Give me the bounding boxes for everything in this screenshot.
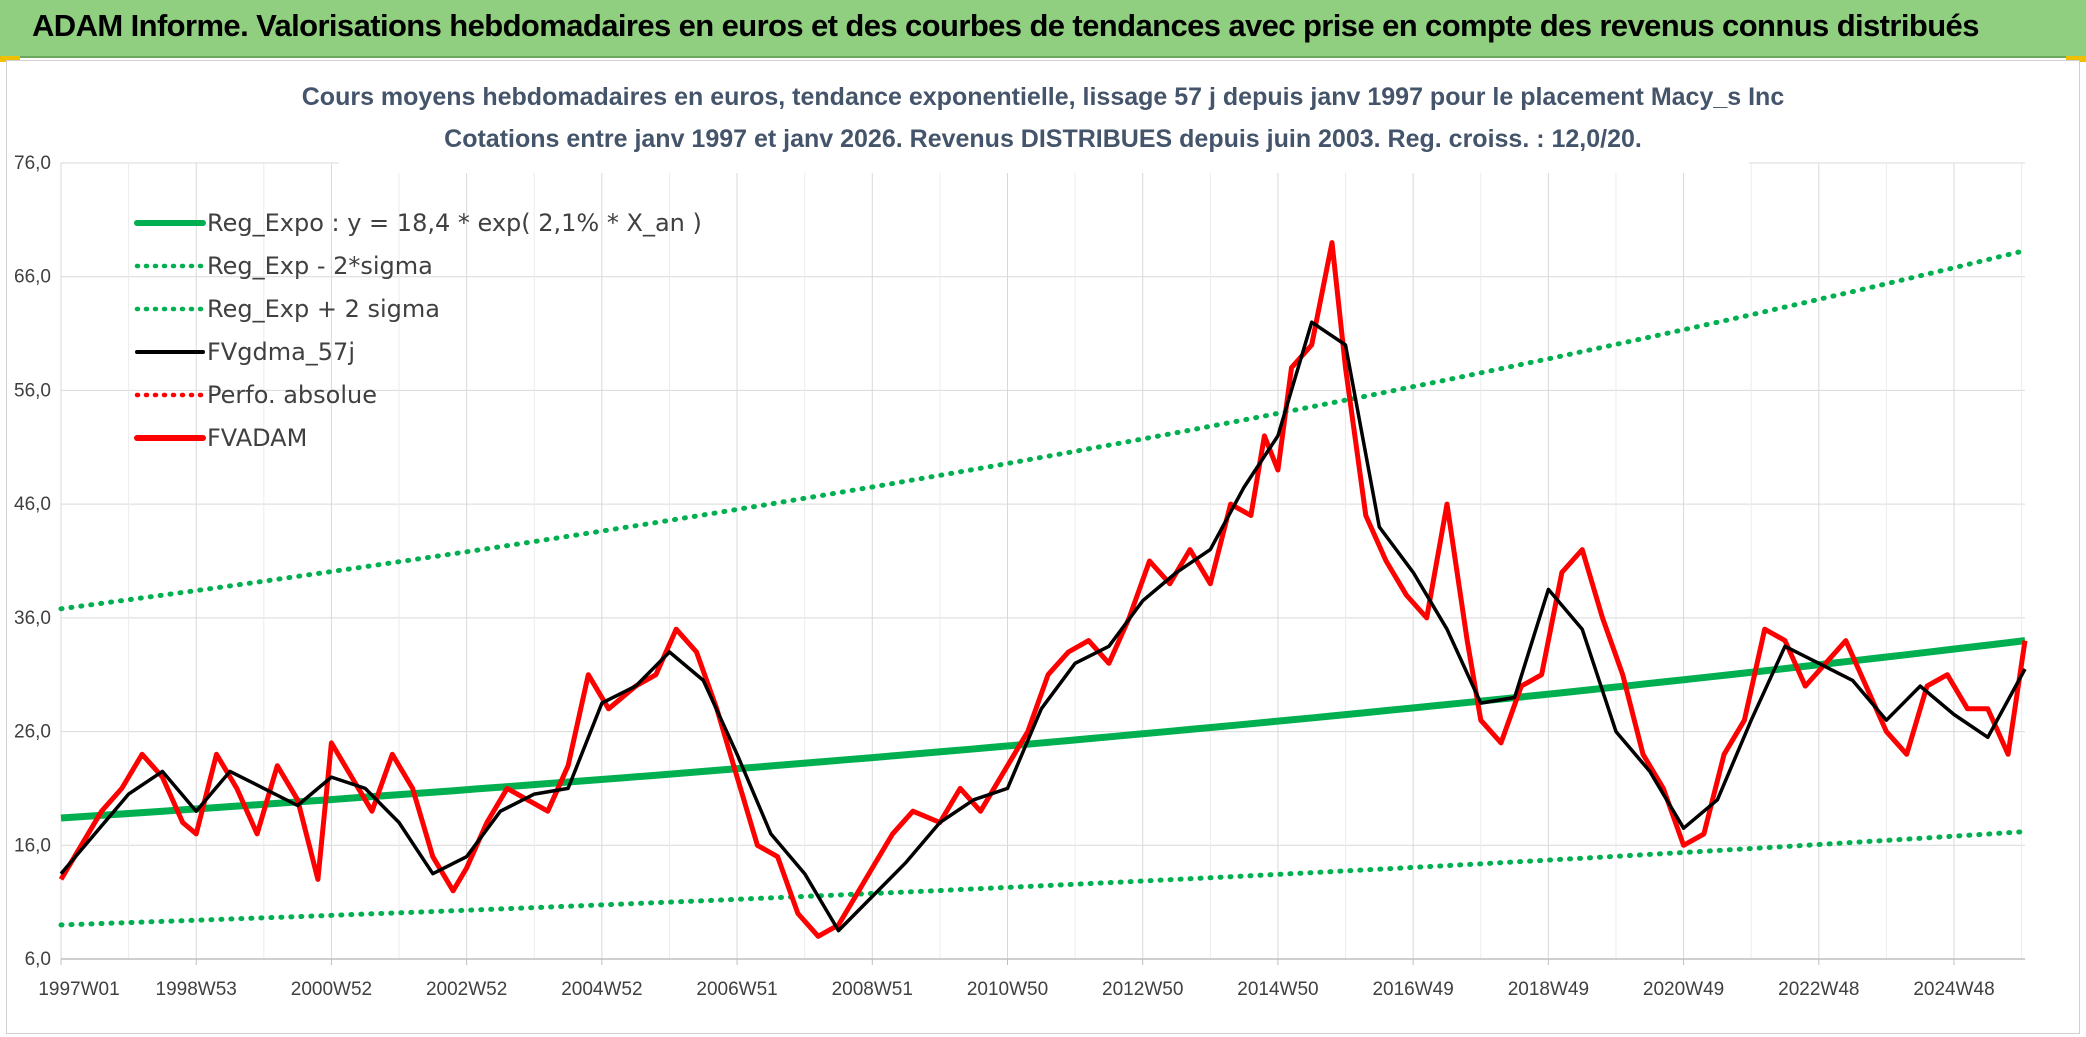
y-tick-label: 76,0: [14, 153, 51, 174]
x-tick-label: 2022W48: [1778, 979, 1859, 1000]
x-tick-label: 2000W52: [291, 979, 372, 1000]
x-tick-label: 2018W49: [1508, 979, 1589, 1000]
legend-label-low: Reg_Exp - 2*sigma: [207, 252, 433, 280]
title-background: [339, 67, 1749, 173]
axis-layer: 6,0 16,0 26,0 36,0 46,0 56,0 66,0 76,0 1997W01 19…: [14, 153, 2025, 1000]
x-tick-label: 2014W50: [1237, 979, 1318, 1000]
series-fvgdma-57j: [59, 320, 2027, 933]
y-tick-label: 26,0: [14, 722, 51, 743]
report-banner: ADAM Informe. Valorisations hebdomadaire…: [0, 0, 2086, 58]
x-tick-label: 2024W48: [1913, 979, 1994, 1000]
chart-title: Cours moyens hebdomadaires en euros, ten…: [302, 83, 1785, 111]
x-tick-label: 2002W52: [426, 979, 507, 1000]
x-tick-label: 2016W49: [1372, 979, 1453, 1000]
legend: Reg_Expo : y = 18,4 * exp( 2,1% * X_an )…: [134, 209, 702, 452]
series-reg-expo: [60, 637, 2026, 822]
x-tick-label: 2010W50: [967, 979, 1048, 1000]
x-tick-label: 2004W52: [561, 979, 642, 1000]
y-tick-label: 46,0: [14, 494, 51, 515]
series-layer: [58, 240, 2028, 939]
y-tick-label: 36,0: [14, 608, 51, 629]
x-tick-label: 2020W49: [1643, 979, 1724, 1000]
chart-subtitle: Cotations entre janv 1997 et janv 2026. …: [444, 125, 1642, 153]
legend-label-perf: Perfo. absolue: [207, 381, 377, 409]
series-fvadam: [58, 240, 2028, 939]
series-reg-minus-2sigma: [58, 829, 2028, 928]
report-banner-title: ADAM Informe. Valorisations hebdomadaire…: [32, 8, 1979, 43]
y-tick-label: 66,0: [14, 267, 51, 288]
x-tick-label: 2008W51: [832, 979, 913, 1000]
x-tick-label: 2006W51: [696, 979, 777, 1000]
chart-svg: 6,0 16,0 26,0 36,0 46,0 56,0 66,0 76,0 1997W01 19…: [14, 67, 2028, 1000]
grid-layer: [60, 162, 2025, 960]
legend-label-fva: FVADAM: [207, 424, 307, 452]
x-tick-label: 1998W53: [156, 979, 237, 1000]
series-reg-plus-2sigma: [58, 248, 2028, 612]
x-tick-label: 1997W01: [38, 979, 119, 1000]
chart-area: 6,0 16,0 26,0 36,0 46,0 56,0 66,0 76,0 1997W01 19…: [6, 60, 2080, 1034]
corner-marker-right: [2066, 56, 2086, 62]
legend-label-high: Reg_Exp + 2 sigma: [207, 295, 440, 323]
y-tick-label: 56,0: [14, 380, 51, 401]
x-tick-label: 2012W50: [1102, 979, 1183, 1000]
y-tick-label: 16,0: [14, 835, 51, 856]
corner-marker-left: [0, 56, 20, 62]
legend-label-fvg: FVgdma_57j: [207, 338, 355, 366]
legend-label-reg: Reg_Expo : y = 18,4 * exp( 2,1% * X_an ): [207, 209, 702, 237]
y-tick-label: 6,0: [25, 949, 51, 970]
